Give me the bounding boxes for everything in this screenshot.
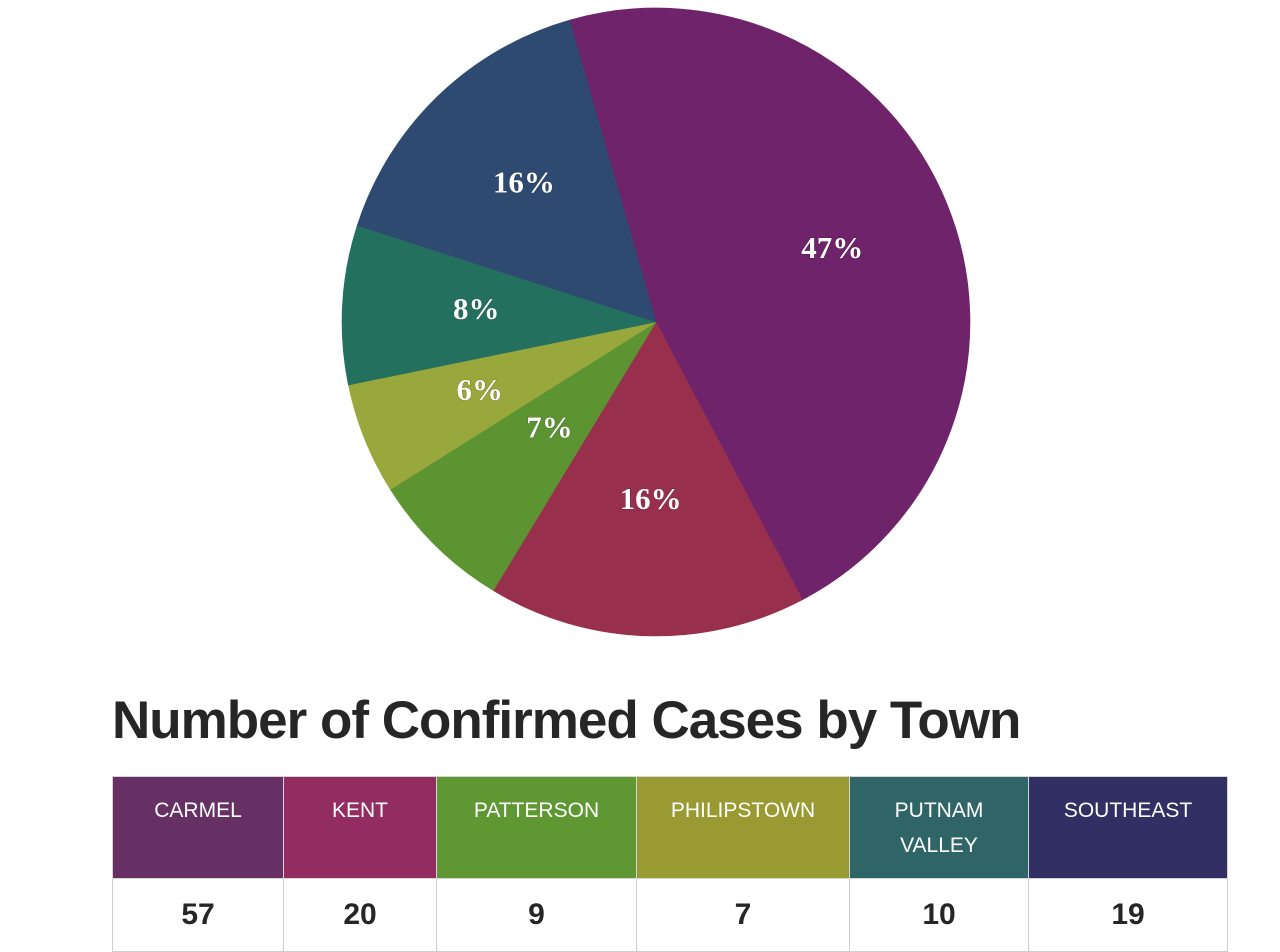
value-putnam-valley: 10 — [849, 878, 1029, 952]
pie-label-carmel: 47% — [801, 230, 863, 265]
value-philipstown: 7 — [636, 878, 850, 952]
pie-label-philipstown: 6% — [456, 372, 503, 407]
pie-label-southeast: 16% — [493, 165, 555, 200]
pie-slice-carmel — [569, 7, 971, 601]
header-kent: KENT — [283, 776, 437, 879]
pie-chart: 47% 16% 7% 6% 8% 16% — [341, 7, 971, 637]
pie-slice-kent — [492, 321, 803, 637]
header-southeast: SOUTHEAST — [1028, 776, 1228, 879]
value-carmel: 57 — [112, 878, 284, 952]
table-row: 57 20 9 7 10 19 — [112, 878, 1228, 952]
pie-label-kent: 16% — [620, 481, 682, 516]
pie-labels: 47% 16% 7% 6% 8% 16% — [453, 164, 864, 517]
table-title: Number of Confirmed Cases by Town — [112, 691, 1021, 750]
cases-table: CARMEL KENT PATTERSON PHILIPSTOWN PUTNAM… — [112, 776, 1228, 952]
pie-slices — [341, 7, 971, 637]
pie-slice-patterson — [389, 321, 657, 591]
table-header-row: CARMEL KENT PATTERSON PHILIPSTOWN PUTNAM… — [112, 776, 1228, 879]
header-carmel: CARMEL — [112, 776, 284, 879]
value-southeast: 19 — [1028, 878, 1228, 952]
pie-label-putnam-valley: 8% — [453, 291, 500, 326]
value-kent: 20 — [283, 878, 437, 952]
header-patterson: PATTERSON — [436, 776, 637, 879]
value-patterson: 9 — [436, 878, 637, 952]
pie-slice-southeast — [356, 19, 657, 323]
header-philipstown: PHILIPSTOWN — [636, 776, 850, 879]
pie-label-patterson: 7% — [526, 410, 573, 445]
pie-slice-putnam-valley — [341, 224, 658, 386]
header-putnam-valley: PUTNAM VALLEY — [849, 776, 1029, 879]
